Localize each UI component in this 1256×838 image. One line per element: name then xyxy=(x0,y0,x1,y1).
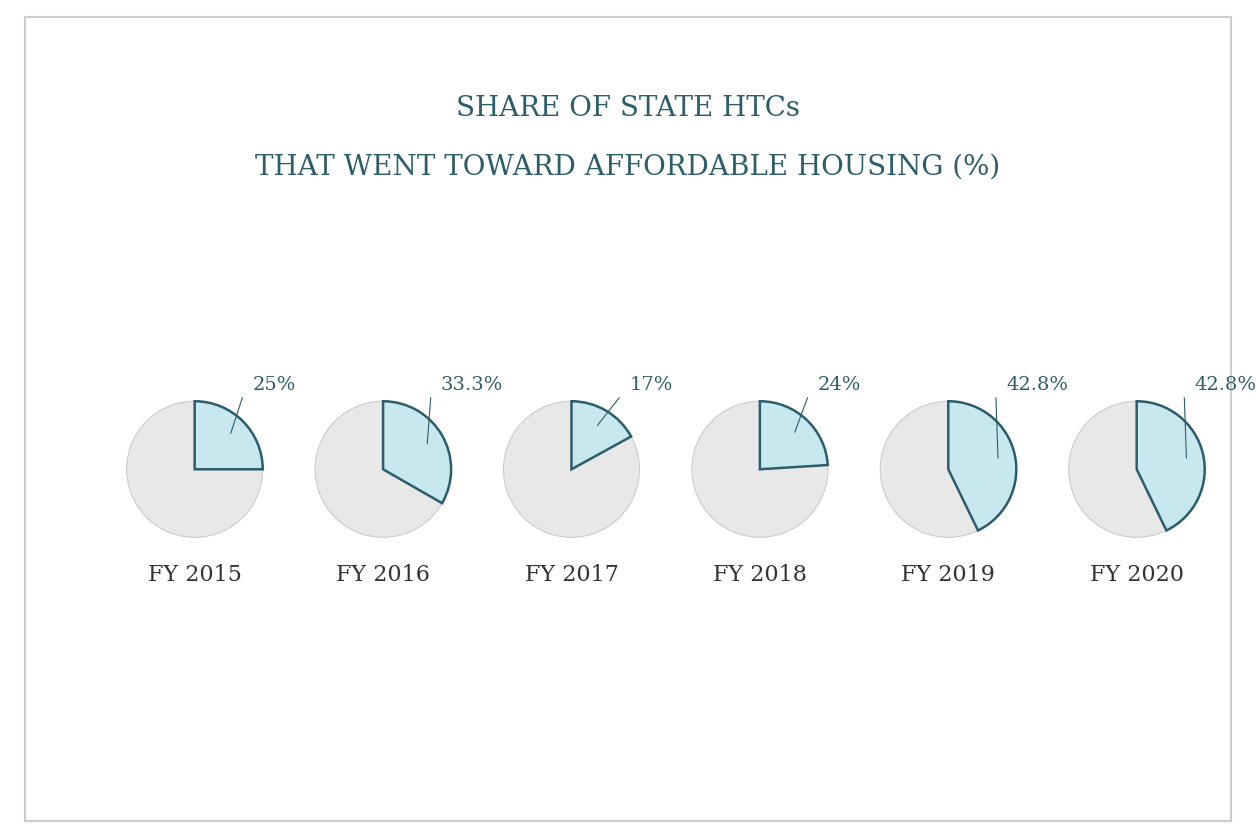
Circle shape xyxy=(315,401,451,537)
Text: FY 2015: FY 2015 xyxy=(148,564,241,586)
Wedge shape xyxy=(383,401,451,503)
Text: FY 2018: FY 2018 xyxy=(713,564,806,586)
Text: 42.8%: 42.8% xyxy=(1006,376,1068,395)
Text: 24%: 24% xyxy=(818,376,862,395)
Wedge shape xyxy=(1137,401,1205,530)
Text: SHARE OF STATE HTCs: SHARE OF STATE HTCs xyxy=(456,96,800,122)
Wedge shape xyxy=(195,401,263,469)
Text: THAT WENT TOWARD AFFORDABLE HOUSING (%): THAT WENT TOWARD AFFORDABLE HOUSING (%) xyxy=(255,154,1001,181)
Text: 25%: 25% xyxy=(252,376,296,395)
Text: 42.8%: 42.8% xyxy=(1194,376,1256,395)
Circle shape xyxy=(1069,401,1205,537)
Wedge shape xyxy=(760,401,828,469)
Text: FY 2016: FY 2016 xyxy=(337,564,430,586)
Circle shape xyxy=(692,401,828,537)
Wedge shape xyxy=(571,401,631,469)
Text: 17%: 17% xyxy=(629,376,673,395)
Text: FY 2019: FY 2019 xyxy=(902,564,995,586)
Text: 33.3%: 33.3% xyxy=(441,376,504,395)
Circle shape xyxy=(880,401,1016,537)
Circle shape xyxy=(127,401,263,537)
Text: FY 2020: FY 2020 xyxy=(1090,564,1183,586)
Wedge shape xyxy=(948,401,1016,530)
Text: FY 2017: FY 2017 xyxy=(525,564,618,586)
Circle shape xyxy=(504,401,639,537)
